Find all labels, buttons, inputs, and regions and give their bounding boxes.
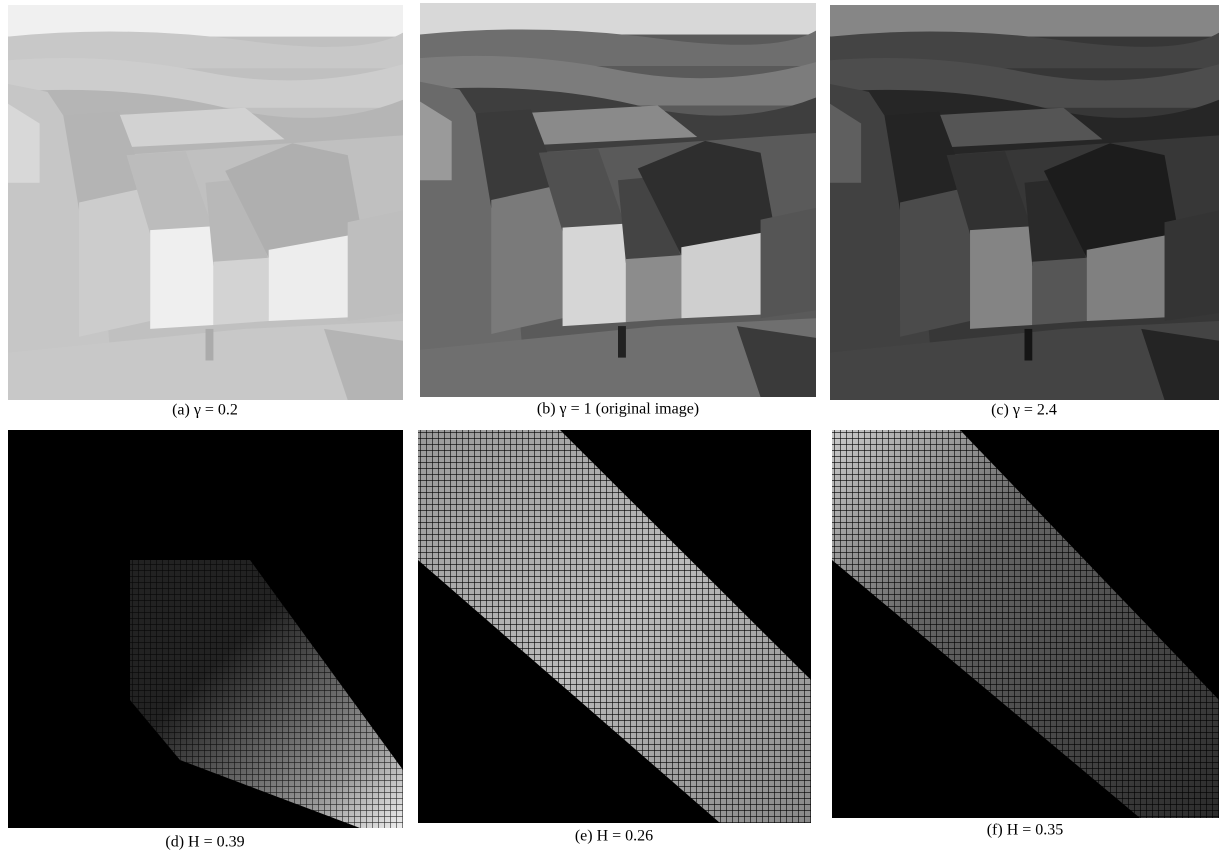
image-b [420, 3, 816, 397]
heatmap-e [418, 430, 811, 823]
caption: (f) H = 0.35 [987, 822, 1064, 839]
caption: (b) γ = 1 (original image) [537, 401, 699, 418]
figure: (a) γ = 0.2 (b) γ = 1 (original image) (… [0, 0, 1221, 854]
caption: (d) H = 0.39 [165, 834, 244, 851]
heatmap-d [8, 430, 403, 828]
caption: (a) γ = 0.2 [172, 402, 238, 419]
caption: (c) γ = 2.4 [991, 402, 1057, 419]
image-a [8, 5, 403, 400]
image-c [830, 5, 1219, 400]
heatmap-f [832, 430, 1219, 818]
caption: (e) H = 0.26 [575, 828, 653, 845]
